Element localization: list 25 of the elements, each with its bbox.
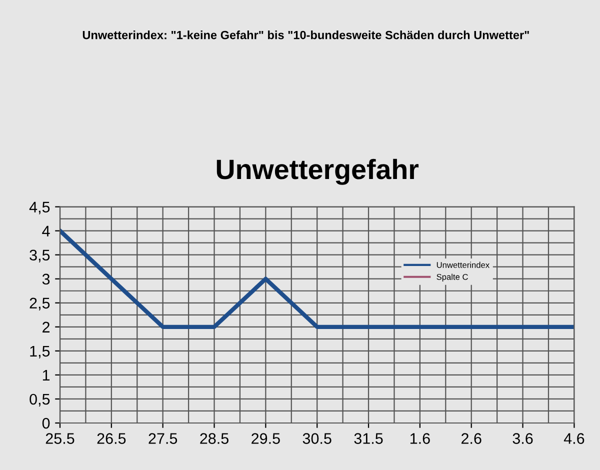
y-tick-label: 1 [42, 370, 50, 380]
x-tick-label: 3.6 [512, 433, 533, 444]
x-tick-label: 4.6 [564, 433, 584, 444]
text: Unwetterindex: "1-keine Gefahr" bis "10-bundesweite Schäden durch Unwetter" [82, 30, 529, 40]
y-tick-label: 4 [42, 226, 50, 236]
y-tick-label: 0 [42, 418, 50, 429]
x-tick-label: 2.6 [462, 433, 482, 444]
x-tick-label: 30.5 [302, 433, 332, 444]
legend-label: Unwetterindex [436, 262, 490, 268]
legend-label: Spalte C [436, 274, 468, 282]
y-tick-label: 3 [42, 274, 50, 285]
y-tick-label: 2 [42, 322, 50, 332]
x-tick-label: 26.5 [97, 433, 126, 444]
x-tick-label: 27.5 [148, 433, 178, 444]
y-tick-label: 0,5 [30, 394, 50, 406]
x-tick-label: 31.5 [354, 433, 383, 444]
x-tick-label: 29.5 [252, 433, 280, 444]
y-tick-label: 4,5 [29, 202, 50, 214]
y-tick-label: 2,5 [30, 298, 50, 310]
y-tick-label: 1,5 [30, 346, 50, 358]
x-tick-label: 1.6 [410, 433, 430, 444]
chart-title: Unwettergefahr [216, 158, 419, 185]
x-tick-label: 25.5 [46, 433, 74, 444]
x-tick-label: 28.5 [200, 433, 228, 444]
y-tick-label: 3,5 [30, 250, 50, 262]
